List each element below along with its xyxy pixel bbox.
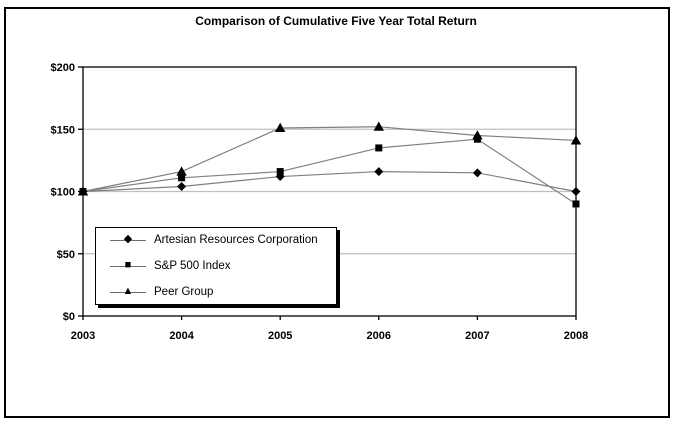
- diamond-marker: [472, 168, 482, 178]
- legend: ◆ Artesian Resources Corporation ■ S&P 5…: [95, 227, 337, 305]
- y-axis-label: $100: [51, 187, 75, 199]
- series-line-sample: [110, 240, 146, 241]
- y-axis-label: $0: [63, 311, 75, 323]
- y-axis-label: $50: [57, 249, 75, 261]
- triangle-marker: [275, 122, 286, 133]
- chart-title: Comparison of Cumulative Five Year Total…: [195, 14, 477, 28]
- x-axis-label: 2003: [71, 330, 95, 342]
- x-axis-label: 2007: [465, 330, 489, 342]
- diamond-marker: [571, 187, 581, 196]
- legend-marker-triangle: ▲: [110, 285, 146, 299]
- diamond-icon: ◆: [123, 233, 133, 246]
- triangle-marker: [77, 186, 89, 196]
- x-axis-label: 2004: [169, 330, 194, 342]
- legend-label-peer-group: Peer Group: [154, 286, 214, 298]
- square-marker: [178, 174, 186, 182]
- series-line: [82, 126, 577, 193]
- legend-marker-square: ■: [110, 259, 146, 273]
- diamond-marker: [374, 167, 384, 177]
- triangle-marker: [176, 166, 187, 176]
- series-line-sample: [110, 266, 146, 267]
- legend-item-peer-group: ▲ Peer Group: [110, 282, 336, 302]
- series-line: [82, 170, 577, 193]
- legend-label-sp500: S&P 500 Index: [154, 260, 231, 272]
- x-axis-label: 2006: [367, 330, 391, 342]
- y-axis-label: $150: [51, 124, 75, 136]
- triangle-icon: ▲: [122, 285, 134, 298]
- square-marker: [276, 168, 284, 176]
- y-axis-label: $200: [51, 62, 75, 74]
- triangle-marker: [570, 135, 582, 145]
- series-line-sample: [110, 292, 146, 293]
- triangle-marker: [472, 130, 483, 140]
- square-marker: [375, 144, 383, 152]
- diamond-marker: [177, 182, 187, 192]
- square-icon: ■: [124, 259, 132, 272]
- legend-item-artesian: ◆ Artesian Resources Corporation: [110, 230, 336, 250]
- x-axis-label: 2008: [564, 330, 588, 342]
- legend-label-artesian: Artesian Resources Corporation: [154, 234, 318, 246]
- triangle-marker: [373, 121, 384, 131]
- square-marker: [572, 200, 580, 208]
- legend-marker-diamond: ◆: [110, 233, 146, 247]
- series-line: [82, 138, 577, 205]
- chart-frame: [4, 7, 670, 418]
- x-axis-label: 2005: [268, 330, 292, 342]
- legend-item-sp500: ■ S&P 500 Index: [110, 256, 336, 276]
